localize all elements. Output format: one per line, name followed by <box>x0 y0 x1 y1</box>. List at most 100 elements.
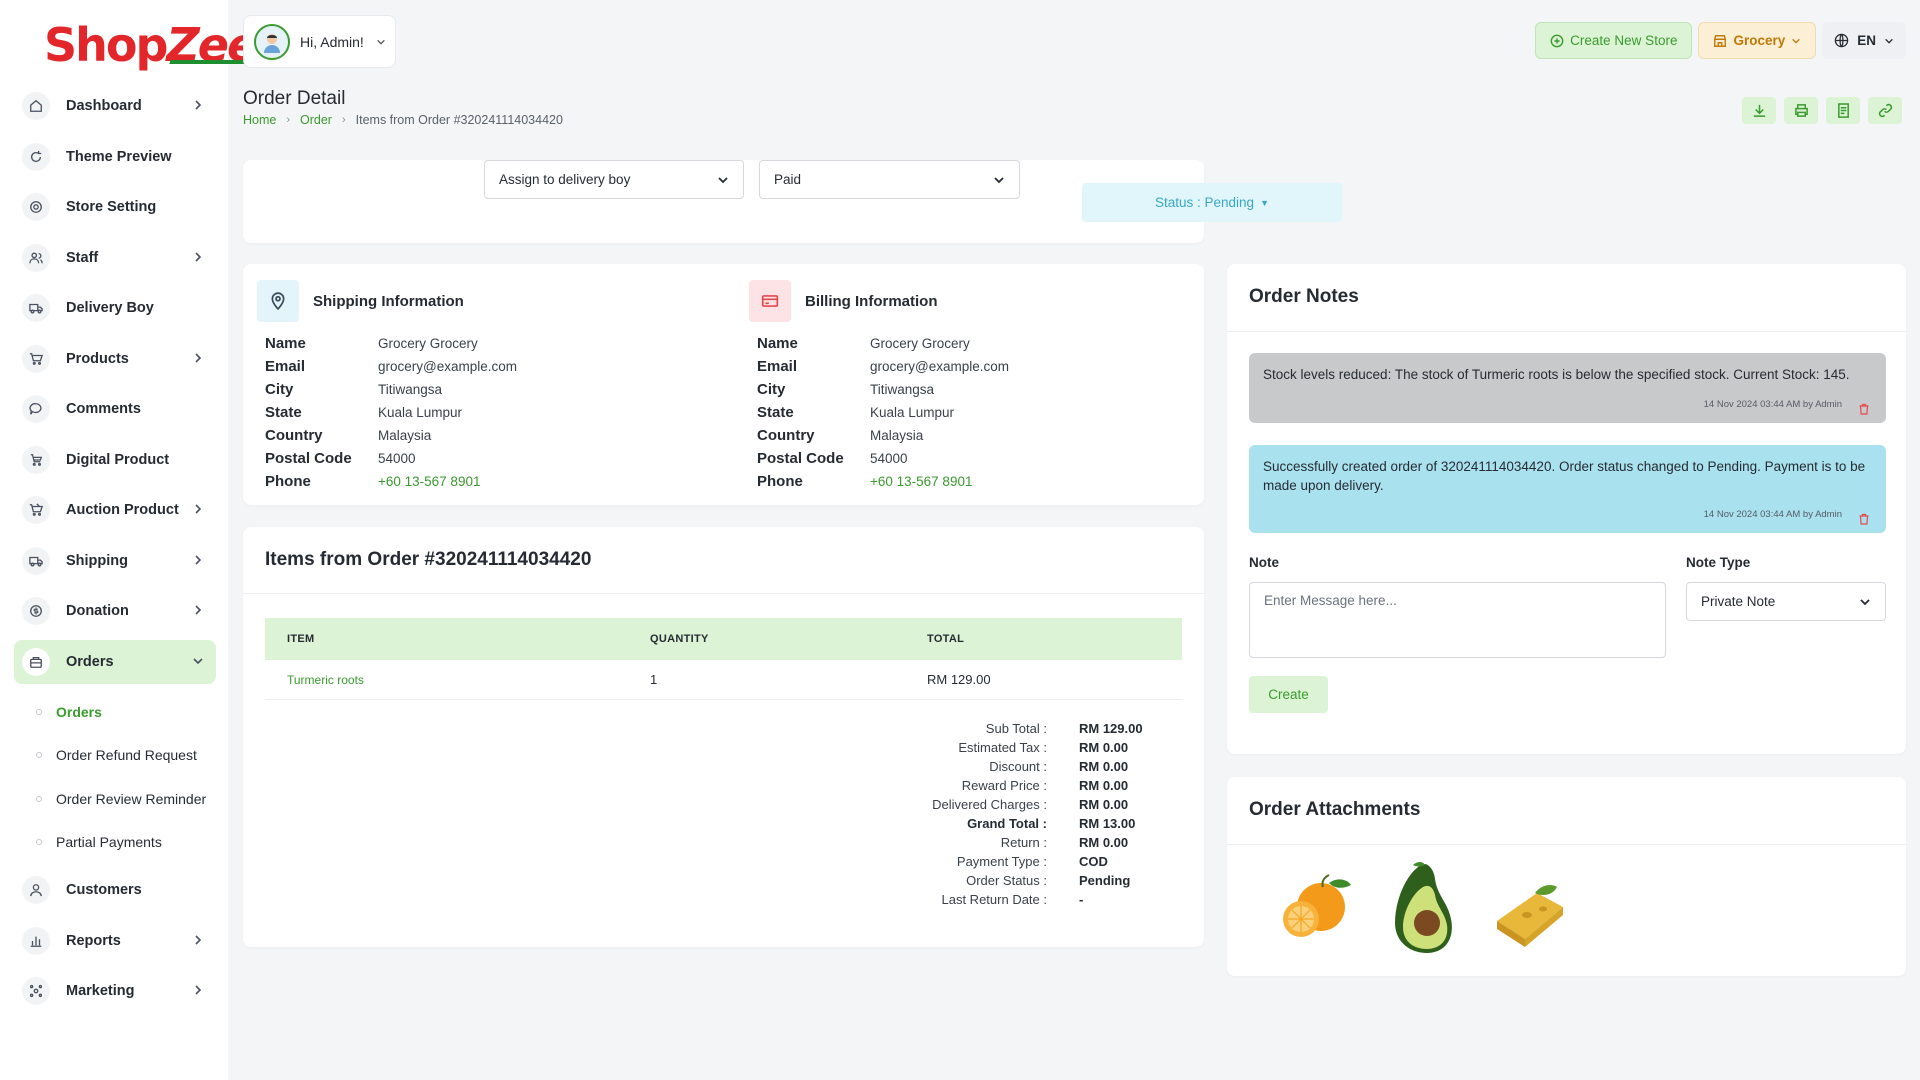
logo-text-zee: Zee <box>166 18 258 72</box>
submenu-item-order-refund-request[interactable]: Order Refund Request <box>14 734 216 778</box>
avocado-image[interactable] <box>1379 857 1467 957</box>
user-icon <box>22 876 50 904</box>
submenu-item-partial-payments[interactable]: Partial Payments <box>14 821 216 865</box>
sidebar-item-customers[interactable]: Customers <box>14 868 216 912</box>
totals-row: Discount : RM 0.00 <box>243 759 1204 778</box>
delivery-boy-select-value: Assign to delivery boy <box>499 172 631 187</box>
shipping-truck-icon <box>22 546 50 575</box>
field-value: Titiwangsa <box>870 382 935 397</box>
sidebar-item-delivery-boy[interactable]: Delivery Boy <box>14 286 216 330</box>
sidebar-item-store-setting[interactable]: Store Setting <box>14 185 216 229</box>
column-header-quantity: QUANTITY <box>650 633 709 645</box>
chevron-right-icon <box>195 605 202 615</box>
avatar <box>254 23 290 60</box>
trash-icon[interactable] <box>1858 403 1870 415</box>
column-header-item: ITEM <box>287 633 315 645</box>
note-placeholder: Enter Message here... <box>1264 593 1397 608</box>
sidebar-item-shipping[interactable]: Shipping <box>14 539 216 583</box>
sidebar-item-products[interactable]: Products <box>14 337 216 381</box>
language-switcher[interactable]: EN <box>1822 22 1906 59</box>
phone-link[interactable]: +60 13-567 8901 <box>378 474 481 489</box>
download-button[interactable] <box>1742 97 1776 124</box>
totals-value: RM 0.00 <box>1079 797 1129 812</box>
note-text: Successfully created order of 3202411140… <box>1263 459 1866 493</box>
order-note: Successfully created order of 3202411140… <box>1249 445 1886 533</box>
item-link[interactable]: Turmeric roots <box>287 673 364 687</box>
sidebar-item-theme-preview[interactable]: Theme Preview <box>14 135 216 179</box>
submenu-item-orders[interactable]: Orders <box>14 690 216 734</box>
note-type-select[interactable]: Private Note <box>1686 582 1886 621</box>
chevron-down-icon <box>377 39 385 45</box>
totals-row: Estimated Tax : RM 0.00 <box>243 740 1204 759</box>
sidebar-item-comments[interactable]: Comments <box>14 387 216 431</box>
sidebar-nav: Dashboard Theme Preview Store Setting St… <box>14 84 216 1020</box>
invoice-button[interactable] <box>1826 97 1860 124</box>
payment-status-select[interactable]: Paid <box>759 160 1020 199</box>
divider <box>1227 844 1906 845</box>
sidebar-item-orders[interactable]: Orders <box>14 639 216 684</box>
totals-label: Delivered Charges : <box>932 797 1047 812</box>
chevron-down-icon <box>1885 38 1893 44</box>
field-label: Phone <box>757 473 803 490</box>
sidebar-item-label: Staff <box>66 249 99 266</box>
field-label: City <box>757 381 786 398</box>
credit-card-icon <box>749 280 791 322</box>
user-menu[interactable]: Hi, Admin! <box>243 15 396 68</box>
field-label: Country <box>757 427 815 444</box>
chevron-down-icon <box>193 657 203 664</box>
digital-cart-icon <box>22 445 50 474</box>
store-icon <box>1714 34 1727 47</box>
sidebar-item-marketing[interactable]: Marketing <box>14 969 216 1013</box>
order-items-card: Items from Order #320241114034420 ITEM Q… <box>243 527 1204 947</box>
create-note-button[interactable]: Create <box>1249 676 1328 713</box>
sidebar-item-digital-product[interactable]: Digital Product <box>14 438 216 482</box>
shipping-row: Postal Code 54000 <box>265 447 697 470</box>
totals-value: COD <box>1079 854 1108 869</box>
totals-row: Sub Total : RM 129.00 <box>243 721 1204 740</box>
phone-link[interactable]: +60 13-567 8901 <box>870 474 973 489</box>
create-new-store-button[interactable]: Create New Store <box>1535 22 1693 59</box>
bullet-icon <box>36 839 42 846</box>
copy-link-button[interactable] <box>1868 97 1902 124</box>
coin-icon <box>22 597 50 625</box>
shipping-row: Email grocery@example.com <box>265 355 697 378</box>
field-value: grocery@example.com <box>870 359 1010 374</box>
cheese-image[interactable] <box>1487 857 1575 957</box>
sidebar-item-label: Products <box>66 350 129 367</box>
breadcrumb-order[interactable]: Order <box>300 113 332 127</box>
sidebar-item-reports[interactable]: Reports <box>14 919 216 963</box>
orange-image[interactable] <box>1271 857 1359 957</box>
sidebar-item-dashboard[interactable]: Dashboard <box>14 84 216 128</box>
trash-icon[interactable] <box>1858 513 1870 525</box>
sidebar-item-label: Auction Product <box>66 502 179 518</box>
store-switcher[interactable]: Grocery <box>1698 22 1817 59</box>
sidebar-item-label: Store Setting <box>66 199 157 215</box>
breadcrumb: Home › Order › Items from Order #3202411… <box>243 113 563 127</box>
billing-title: Billing Information <box>805 292 938 310</box>
submenu-label: Partial Payments <box>56 834 162 851</box>
breadcrumb-home[interactable]: Home <box>243 113 277 127</box>
language-label: EN <box>1857 33 1876 48</box>
print-button[interactable] <box>1784 97 1818 124</box>
delivery-boy-select[interactable]: Assign to delivery boy <box>484 160 744 199</box>
field-label: Country <box>265 427 323 444</box>
totals-value: RM 0.00 <box>1079 778 1129 793</box>
field-label: Postal Code <box>757 450 844 467</box>
status-dropdown[interactable]: Status : Pending ▼ <box>1082 183 1342 222</box>
table-header: ITEM QUANTITY TOTAL <box>265 618 1182 660</box>
auction-icon <box>22 496 50 524</box>
sidebar-item-staff[interactable]: Staff <box>14 236 216 280</box>
field-value: 54000 <box>378 451 416 466</box>
attachments-title: Order Attachments <box>1249 799 1421 820</box>
sidebar-item-auction-product[interactable]: Auction Product <box>14 488 216 532</box>
submenu-item-order-review-reminder[interactable]: Order Review Reminder <box>14 777 216 821</box>
attachment-thumbnails <box>1271 857 1575 957</box>
shopzee-logo[interactable]: Shop Zee <box>44 18 258 74</box>
note-textarea[interactable]: Enter Message here... <box>1249 582 1666 658</box>
note-meta: 14 Nov 2024 03:44 AM by Admin <box>1703 399 1842 410</box>
bar-chart-icon <box>22 926 50 955</box>
truck-icon <box>22 294 50 322</box>
sidebar-item-donation[interactable]: Donation <box>14 589 216 633</box>
submenu-label: Orders <box>56 703 102 720</box>
sidebar-item-label: Orders <box>66 653 114 670</box>
